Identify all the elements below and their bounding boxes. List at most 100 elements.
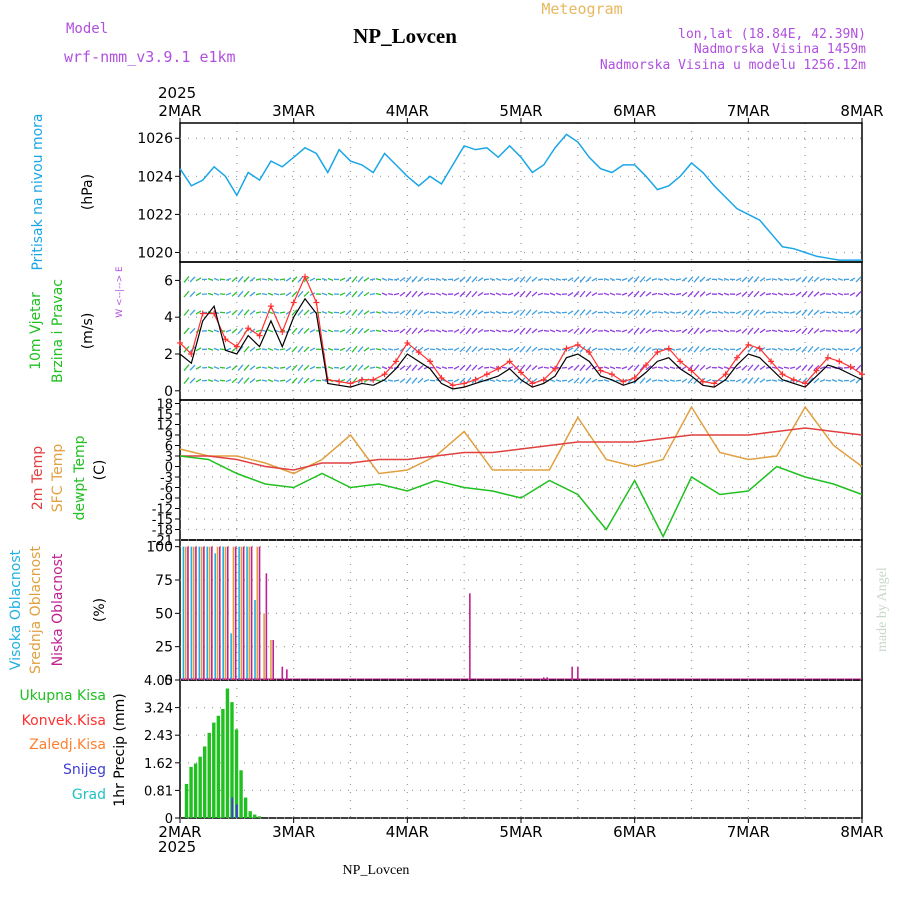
wind-arrow	[699, 328, 706, 334]
gust-marker	[529, 380, 536, 387]
wind-arrow	[801, 346, 808, 353]
wind-arrow	[849, 347, 856, 352]
gust-marker	[733, 354, 740, 361]
wind-arrow	[693, 364, 700, 372]
wind-arrow	[831, 310, 838, 315]
lonlat: lon,lat (18.84E, 42.39N)	[678, 27, 866, 42]
wind-arrow	[417, 377, 424, 384]
wind-arrow	[837, 379, 844, 383]
wind-arrow	[543, 278, 550, 281]
wind-arrow	[855, 346, 862, 353]
wind-arrow	[363, 347, 370, 352]
wind-arrow	[369, 293, 376, 296]
wind-arrow	[369, 366, 376, 369]
wind-arrow	[753, 290, 760, 298]
wind-arrow	[375, 348, 382, 351]
y-tick-label: -9	[160, 492, 173, 507]
wind-arrow	[693, 327, 700, 335]
wind-arrow	[681, 291, 688, 297]
wind-arrow	[321, 277, 328, 281]
wind-arrow	[579, 275, 586, 283]
panel-frame	[179, 539, 863, 681]
wind-arrow	[363, 291, 370, 297]
wind-arrow	[855, 309, 862, 316]
wind-arrow	[369, 348, 376, 351]
precip-bar-total	[230, 702, 234, 818]
wind-arrow	[759, 277, 766, 282]
wind-arrow	[699, 364, 706, 371]
gust-marker	[381, 371, 388, 378]
wind-arrow	[573, 309, 580, 316]
wind-arrow	[249, 365, 256, 371]
wind-arrow	[735, 329, 742, 333]
precip-legend-item: Konvek.Kisa	[22, 713, 106, 729]
wind-arrow	[261, 366, 268, 369]
wind-arrow	[225, 379, 232, 383]
wind-arrow	[639, 290, 646, 298]
wind-arrow	[507, 379, 514, 383]
wind-arrow	[657, 292, 664, 296]
y-tick-label: -15	[152, 513, 173, 528]
wind-arrow	[717, 366, 724, 370]
wind-arrow	[627, 309, 634, 316]
wind-arrow	[405, 346, 412, 353]
wind-arrow	[303, 309, 310, 316]
wind-arrow	[633, 290, 640, 298]
wind-arrow	[279, 311, 286, 314]
y-tick-label: 1026	[137, 131, 173, 147]
wind-arrow	[231, 309, 238, 316]
wind-arrow	[801, 276, 808, 283]
wind-arrow	[399, 365, 406, 371]
wind-arrow	[501, 311, 508, 314]
y-tick-label: -12	[152, 503, 173, 518]
panel-4	[179, 679, 863, 819]
wind-arrow	[495, 379, 502, 383]
y-tick-label: -3	[160, 471, 173, 486]
wind-arrow	[609, 292, 616, 296]
gust-marker	[847, 363, 854, 370]
wind-arrow	[459, 291, 466, 298]
gust-marker	[506, 358, 513, 365]
wind-arrow	[819, 329, 826, 333]
wind-arrow	[477, 365, 484, 370]
gust-marker	[358, 376, 365, 383]
y-tick-label: 2.43	[144, 729, 173, 744]
wind-arrow	[705, 329, 712, 333]
wind-arrow	[435, 292, 442, 296]
panel-0	[179, 122, 863, 263]
wind-arrow	[789, 292, 796, 296]
wind-arrow	[603, 311, 610, 314]
x-tick-top: 6MAR	[613, 102, 656, 120]
gust-marker	[540, 376, 547, 383]
wind-arrow	[453, 347, 460, 352]
dewpt-line	[179, 455, 863, 539]
wind-arrow	[795, 328, 802, 334]
wind-arrow	[675, 379, 682, 382]
wind-arrow	[735, 277, 742, 282]
wind-arrow	[465, 327, 472, 335]
wind-arrow	[591, 328, 598, 333]
wind-arrow	[795, 310, 802, 315]
y-tick-label: 0	[165, 461, 173, 476]
wind-arrow	[441, 366, 448, 370]
wind-arrow	[291, 290, 298, 298]
wind-arrow	[747, 345, 754, 353]
wind-arrow	[261, 379, 268, 382]
wind-arrow	[279, 278, 286, 281]
gust-marker	[222, 336, 229, 343]
wind-arrow	[459, 276, 466, 283]
x-tick-top: 2MAR	[158, 102, 201, 120]
wind-arrow	[819, 310, 826, 315]
wind-arrow	[705, 378, 712, 383]
axis-label: (%)	[92, 598, 108, 622]
y-tick-label: 0.81	[144, 784, 173, 799]
wind-arrow	[363, 328, 370, 334]
wind-arrow	[801, 290, 808, 298]
wind-arrow	[639, 327, 646, 335]
gust-marker	[688, 367, 695, 374]
sfc-temp-line	[179, 405, 863, 475]
gust-marker	[404, 339, 411, 346]
wind-arrow	[777, 292, 784, 296]
gust-marker	[563, 345, 570, 352]
wind-arrow	[489, 278, 496, 281]
